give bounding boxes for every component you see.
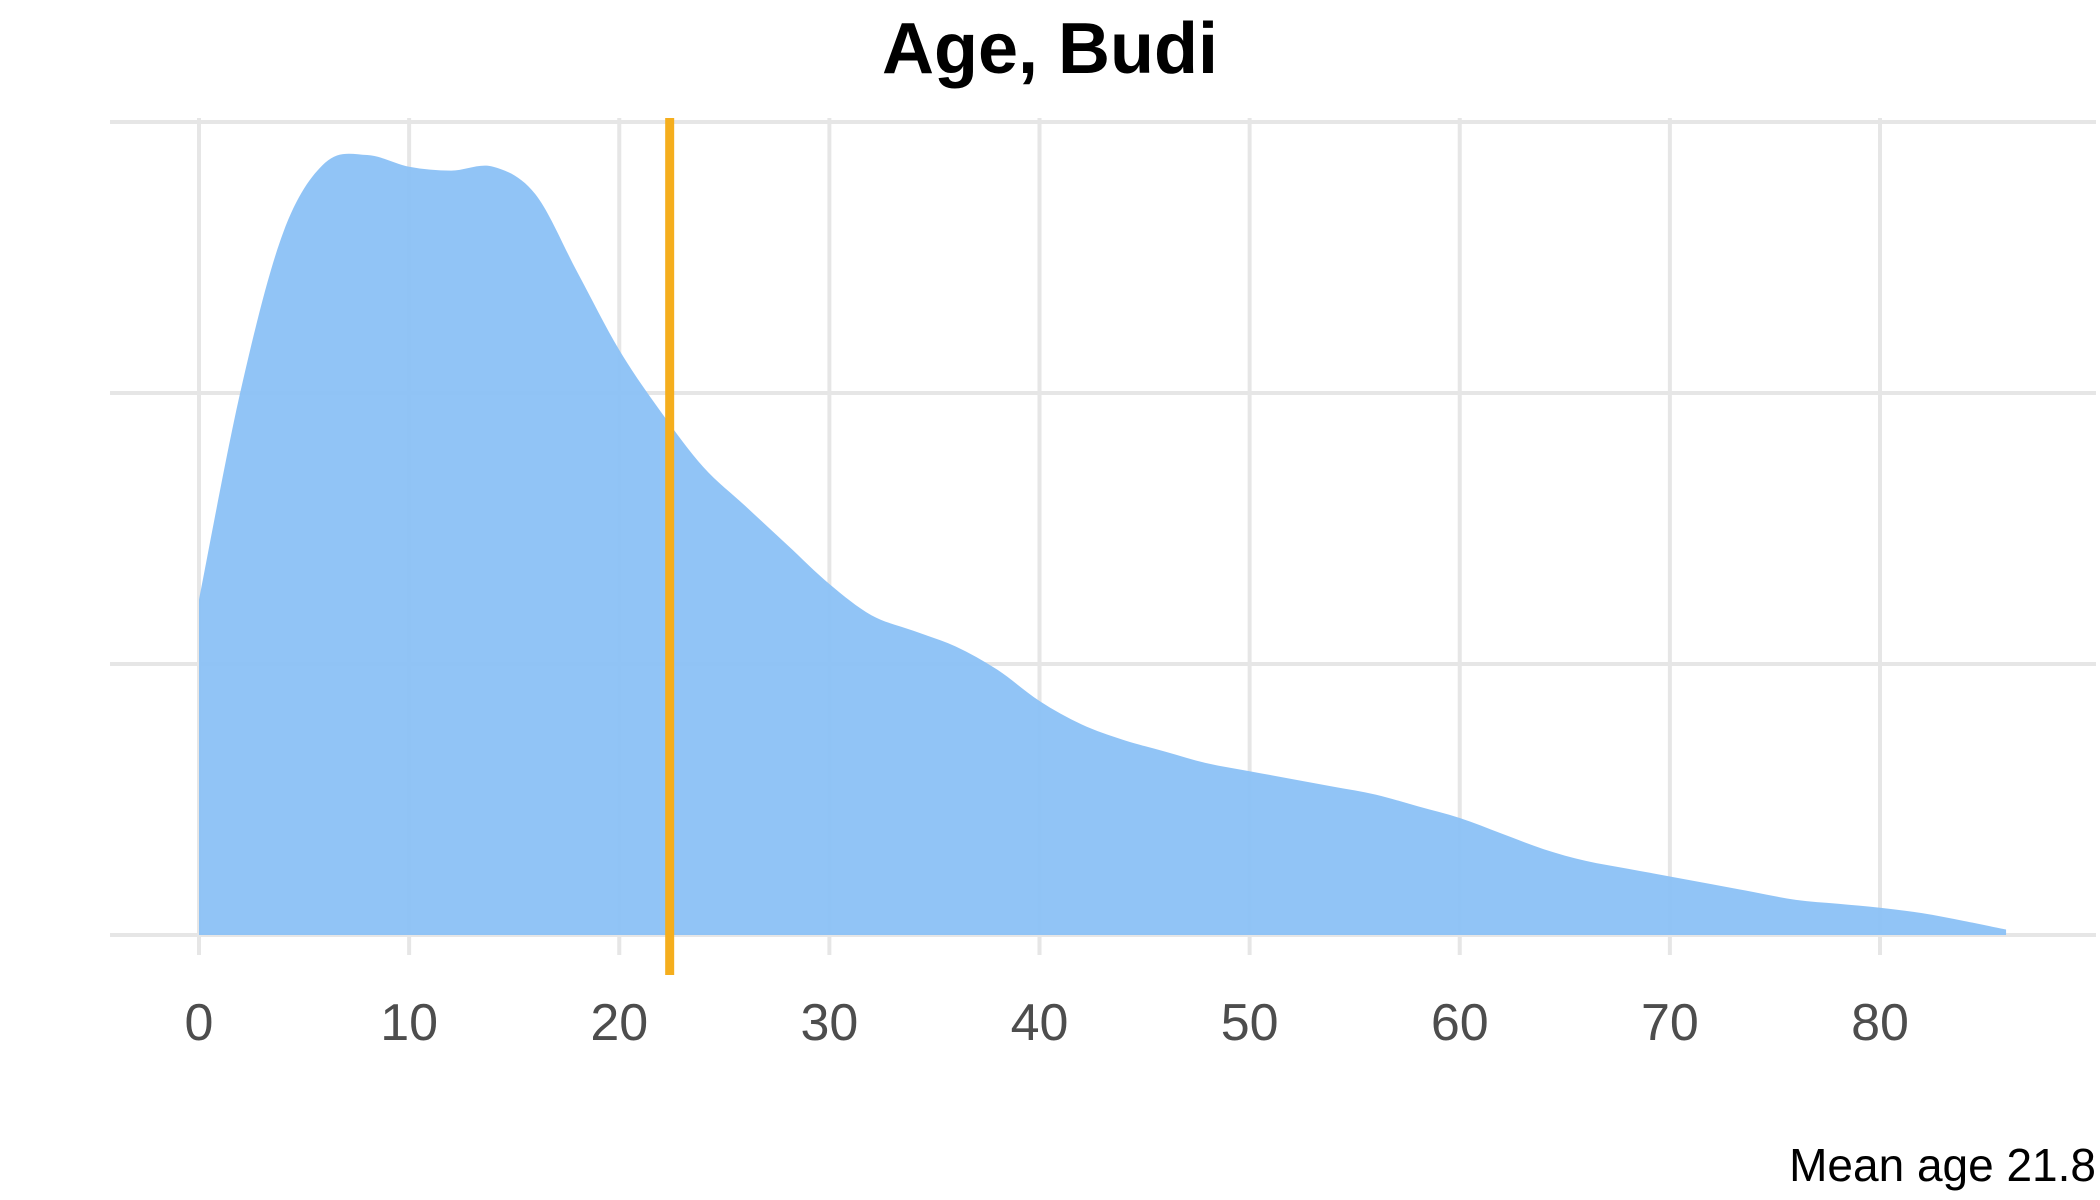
x-tick-label-60: 60 [1431, 994, 1489, 1052]
x-tick-label-50: 50 [1221, 994, 1279, 1052]
x-tick-label-40: 40 [1011, 994, 1069, 1052]
x-tick-label-70: 70 [1641, 994, 1699, 1052]
x-tick-label-80: 80 [1851, 994, 1909, 1052]
mean-age-caption: Mean age 21.8 [1789, 1139, 2096, 1191]
x-tick-labels: 0 10 20 30 40 50 60 70 80 [185, 994, 1909, 1052]
density-area [199, 153, 2007, 936]
x-tick-label-0: 0 [185, 994, 214, 1052]
x-tick-label-20: 20 [590, 994, 648, 1052]
density-area-layer [199, 153, 2007, 936]
x-tick-label-10: 10 [380, 994, 438, 1052]
x-tick-label-30: 30 [800, 994, 858, 1052]
chart-title: Age, Budi [882, 9, 1218, 89]
